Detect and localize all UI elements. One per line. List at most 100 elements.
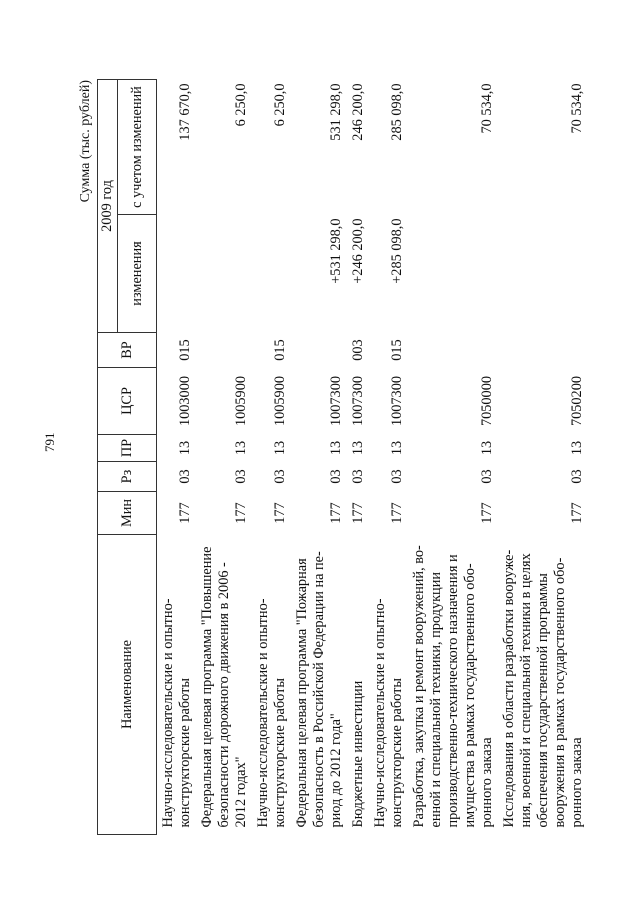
cell-csr: 1005900 [233,375,249,427]
cell-total: 70 534,0 [569,83,585,134]
table-body: Научно-исследовательские и опытно-констр… [157,80,587,835]
name-line: безопасность в Российской Федерации на п… [311,551,327,828]
cell-pr: 13 [272,440,288,456]
cell-min: 177 [350,502,366,524]
cell-csr: 7050000 [479,375,495,427]
cell-min: 177 [233,502,249,524]
name-line: конструкторские работы [177,678,193,828]
table-row: Бюджетные инвестиции 177 03 13 1007300 003 +24… [345,80,367,835]
header-changes: изменения [117,214,157,333]
name-line: Научно-исследовательские и опытно- [160,598,176,828]
cell-csr: 1005900 [272,375,288,427]
cell-name: Научно-исследовательские и опытно-констр… [250,535,289,835]
cell-vr [496,333,586,368]
cell-rz: 03 [233,469,249,484]
cell-min: 177 [328,502,344,524]
cell-changes: +285 098,0 [389,218,405,284]
cell-name: Бюджетные инвестиции [345,535,367,835]
name-line: ния, военной и специальной техники в цел… [518,553,534,828]
cell-min: 177 [479,502,495,524]
units-caption: Сумма (тыс. рублей) [78,80,93,203]
name-line: Федеральная целевая программа "Повышение [199,546,215,828]
cell-total: 285 098,0 [389,83,405,141]
table-row: Научно-исследовательские и опытно-констр… [367,80,406,835]
header-with-changes: с учетом изменений [117,79,157,215]
name-line: ронного заказа [479,737,495,828]
cell-csr: 1007300 [328,375,344,427]
cell-vr: 015 [272,339,288,361]
name-line: Исследования в области разработки вооруж… [501,549,517,828]
cell-csr: 1003000 [177,375,193,427]
header-year: 2009 год [97,79,118,333]
cell-total: 6 250,0 [272,83,288,127]
cell-rz: 03 [479,469,495,484]
name-line: Федеральная целевая программа "Пожарная [294,558,310,828]
header-name: Наименование [97,534,157,835]
table-row: Разработка, закупка и ремонт вооружений,… [406,80,496,835]
cell-vr [289,333,345,368]
cell-changes: +531 298,0 [328,218,344,284]
cell-name: Разработка, закупка и ремонт вооружений,… [406,535,496,835]
cell-min: 177 [272,502,288,524]
cell-csr: 1007300 [350,375,366,427]
cell-name: Научно-исследовательские и опытно-констр… [157,535,195,835]
cell-pr: 13 [328,440,344,456]
cell-pr: 13 [350,440,366,456]
cell-total: 246 200,0 [350,83,366,141]
cell-vr: 015 [177,339,193,361]
cell-total: 531 298,0 [328,83,344,141]
name-line: вооружения в рамках государственного обо… [552,557,568,828]
cell-changes: +246 200,0 [350,218,366,284]
name-line: риод до 2012 года" [328,713,344,828]
header-min: Мин [97,491,157,535]
cell-csr: 1007300 [389,375,405,427]
page-number: 791 [42,432,57,453]
cell-changes [250,215,289,333]
cell-changes [496,215,586,333]
name-line: Научно-исследовательские и опытно- [255,598,271,828]
cell-vr [406,333,496,368]
cell-vr [194,333,250,368]
cell-pr: 13 [389,440,405,456]
name-line: Научно-исследовательские и опытно- [372,598,388,828]
cell-vr: 015 [389,339,405,361]
header-rz: Рз [97,461,157,492]
table-row: Научно-исследовательские и опытно-констр… [250,80,289,835]
name-line: енной и специальной техники, продукции [428,571,444,828]
cell-pr: 13 [569,440,585,456]
cell-min: 177 [569,502,585,524]
cell-pr: 13 [177,440,193,456]
table-row: Федеральная целевая программа "Пожарная б… [289,80,345,835]
budget-table: Наименование Мин Рз ПР ЦСР ВР 2009 год и… [97,79,586,835]
name-line: ронного заказа [569,737,585,828]
cell-rz: 03 [350,469,366,484]
name-line: имущества в рамках государственного обо- [462,563,478,828]
header-csr: ЦСР [97,367,157,435]
header-pr: ПР [97,434,157,462]
cell-min: 177 [177,502,193,524]
name-line: конструкторские работы [389,678,405,828]
name-line: Разработка, закупка и ремонт вооружений,… [411,545,427,828]
name-line: 2012 годах" [233,756,249,828]
cell-rz: 03 [569,469,585,484]
name-line: Бюджетные инвестиции [350,680,366,828]
table-row: Исследования в области разработки вооруж… [496,80,586,835]
table-row: Федеральная целевая программа "Повышение… [194,80,250,835]
cell-rz: 03 [389,469,405,484]
name-line: производственно-технического назначения … [445,554,461,828]
cell-rz: 03 [272,469,288,484]
cell-changes [194,215,250,333]
cell-rz: 03 [177,469,193,484]
cell-vr: 003 [350,339,366,361]
cell-name: Федеральная целевая программа "Повышение… [194,535,250,835]
cell-name: Исследования в области разработки вооруж… [496,535,586,835]
name-line: безопасности дорожного движения в 2006 - [216,562,232,828]
cell-min: 177 [389,502,405,524]
table-row: Научно-исследовательские и опытно-констр… [157,80,195,835]
cell-total: 70 534,0 [479,83,495,134]
header-vr: ВР [97,332,157,368]
cell-name: Федеральная целевая программа "Пожарная б… [289,535,345,835]
name-line: конструкторские работы [272,678,288,828]
cell-rz: 03 [328,469,344,484]
cell-name: Научно-исследовательские и опытно-констр… [367,535,406,835]
